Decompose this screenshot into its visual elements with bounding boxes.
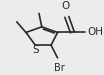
Text: OH: OH	[87, 27, 103, 37]
Text: Br: Br	[54, 63, 64, 73]
Text: O: O	[61, 1, 70, 11]
Text: S: S	[32, 45, 39, 55]
